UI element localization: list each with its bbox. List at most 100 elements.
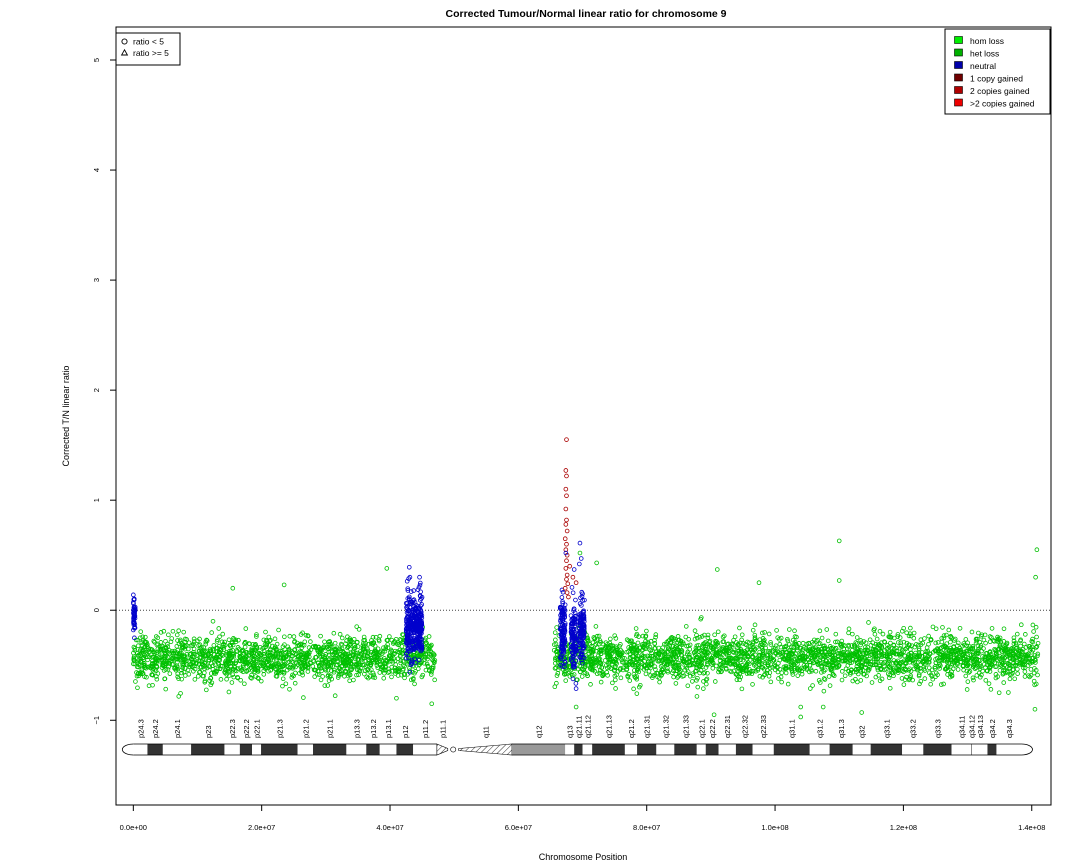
data-point — [148, 665, 154, 671]
data-point — [290, 666, 295, 671]
data-point — [800, 640, 806, 646]
data-point — [249, 672, 254, 678]
data-point — [604, 665, 610, 671]
data-point — [613, 686, 618, 691]
data-point — [830, 672, 836, 677]
data-point — [317, 653, 323, 659]
data-point — [764, 667, 770, 673]
data-point — [886, 634, 892, 639]
data-point — [895, 640, 901, 645]
data-point — [385, 670, 391, 675]
data-point — [217, 634, 222, 640]
ideogram-band-label: q21.11 — [574, 716, 583, 738]
data-point — [298, 669, 304, 674]
data-point — [404, 615, 410, 621]
data-point — [365, 675, 371, 681]
data-point — [1013, 640, 1019, 646]
data-point — [602, 658, 608, 663]
data-point — [230, 642, 236, 648]
data-point — [799, 668, 805, 674]
data-point — [413, 641, 419, 647]
data-point — [254, 646, 260, 652]
data-point — [186, 640, 192, 646]
data-point — [685, 649, 691, 655]
data-point — [795, 666, 800, 671]
x-tick-label: 4.0e+07 — [376, 823, 403, 832]
data-point — [277, 651, 283, 656]
ideogram-band-label: p22.2 — [242, 719, 251, 738]
data-point — [645, 653, 650, 659]
data-point — [617, 651, 623, 656]
data-point — [978, 664, 984, 669]
data-point — [873, 641, 879, 647]
data-point — [363, 664, 369, 669]
data-point — [826, 674, 832, 679]
data-point — [316, 649, 321, 655]
data-point — [417, 582, 423, 588]
data-point — [885, 671, 891, 677]
data-point — [648, 648, 653, 653]
ideogram-band — [224, 744, 240, 755]
data-point — [918, 679, 924, 684]
data-point — [132, 613, 137, 618]
data-point — [685, 683, 691, 689]
data-point — [316, 644, 321, 650]
data-point — [704, 676, 710, 682]
data-point — [370, 642, 376, 647]
data-point — [1033, 645, 1039, 650]
data-point — [987, 639, 993, 645]
data-point — [779, 679, 784, 685]
data-point — [246, 650, 252, 656]
outlier-point — [594, 560, 599, 566]
data-point — [911, 657, 916, 663]
data-point — [211, 643, 217, 648]
data-point — [854, 635, 860, 640]
data-point — [329, 644, 335, 650]
data-point — [854, 664, 860, 669]
data-point — [736, 648, 742, 653]
data-point — [929, 674, 935, 679]
data-point — [778, 644, 784, 650]
data-point — [432, 658, 438, 663]
data-point — [864, 673, 869, 679]
data-point — [961, 656, 967, 662]
data-point — [851, 642, 857, 648]
data-point — [705, 661, 710, 666]
data-point — [892, 635, 897, 641]
data-point — [339, 642, 345, 648]
data-point — [568, 613, 574, 618]
data-point — [626, 645, 631, 650]
data-point — [233, 660, 239, 666]
data-point — [663, 642, 669, 647]
data-point — [693, 648, 699, 654]
data-point — [571, 672, 577, 677]
data-point — [310, 658, 316, 663]
data-point — [230, 672, 235, 677]
data-point — [987, 669, 993, 674]
data-point — [191, 641, 196, 647]
data-point — [814, 647, 819, 653]
data-point — [905, 655, 911, 660]
data-point — [984, 668, 990, 674]
data-point — [873, 657, 879, 662]
data-point — [161, 628, 167, 634]
data-point — [897, 635, 903, 640]
data-point — [867, 637, 873, 643]
data-point — [372, 659, 378, 665]
ideogram-q-telomere — [1021, 743, 1033, 756]
data-point — [964, 687, 970, 692]
data-point — [597, 664, 602, 670]
data-point — [407, 648, 413, 654]
ideogram-band-label: p13.1 — [384, 719, 393, 738]
data-point — [400, 658, 406, 664]
data-point — [243, 650, 249, 655]
data-point — [190, 654, 195, 659]
outlier-point — [564, 517, 569, 523]
data-point — [939, 639, 945, 645]
data-point — [385, 645, 391, 650]
data-point — [185, 667, 191, 673]
outlier-point — [429, 701, 435, 707]
data-point — [268, 667, 273, 673]
data-point — [775, 648, 780, 654]
data-point — [703, 640, 708, 645]
